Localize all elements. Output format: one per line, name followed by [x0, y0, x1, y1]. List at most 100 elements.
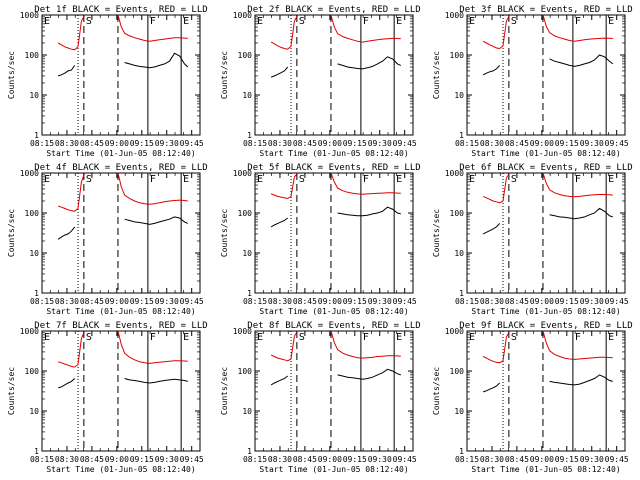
x-tick-label: 08:15 — [30, 297, 54, 306]
x-tick-label: 08:15 — [455, 139, 479, 148]
y-tick-label: 10 — [454, 407, 464, 416]
x-tick-label: 09:45 — [605, 297, 629, 306]
panel-3: 1 10 100 1000 08:15 08:30 08:45 09:00 09:15 09:30… — [432, 5, 633, 158]
event-marker-label: S — [299, 16, 305, 27]
event-marker-label: S — [86, 16, 92, 27]
y-tick-label: 100 — [238, 209, 253, 218]
x-tick-label: 09:15 — [555, 297, 579, 306]
x-tick-label: 09:30 — [368, 455, 392, 464]
y-tick-label: 100 — [25, 51, 40, 60]
y-tick-label: 100 — [450, 209, 465, 218]
x-tick-label: 08:45 — [505, 297, 529, 306]
y-tick-label: 100 — [450, 51, 465, 60]
events-series-line — [124, 378, 188, 384]
event-marker-label: E — [608, 332, 614, 343]
y-axis-label: Counts/sec — [432, 367, 441, 415]
event-marker-label: E — [183, 16, 189, 27]
panel-title: Det 3f BLACK = Events, RED = LLD — [459, 5, 632, 15]
x-tick-label: 08:30 — [55, 455, 79, 464]
x-tick-label: 08:30 — [55, 139, 79, 148]
x-tick-label: 09:45 — [393, 455, 417, 464]
x-tick-label: 09:00 — [318, 139, 342, 148]
event-marker-label: S — [86, 174, 92, 185]
y-tick-label: 10 — [454, 91, 464, 100]
event-marker-label: F — [363, 332, 369, 343]
event-marker-label: E — [257, 174, 263, 185]
x-tick-label: 08:45 — [293, 139, 317, 148]
event-marker-label: S — [299, 332, 305, 343]
event-marker-label: E — [257, 16, 263, 27]
y-tick-label: 1 — [34, 289, 39, 298]
event-marker-label: E — [608, 174, 614, 185]
y-axis-label: Counts/sec — [220, 209, 229, 257]
x-tick-label: 08:15 — [455, 297, 479, 306]
x-tick-label: 08:45 — [80, 297, 104, 306]
x-tick-label: 09:15 — [555, 455, 579, 464]
x-tick-label: 08:45 — [293, 297, 317, 306]
event-marker-label: E — [469, 16, 475, 27]
panel-title: Det 7f BLACK = Events, RED = LLD — [34, 321, 207, 331]
lld-series-line — [57, 14, 86, 51]
y-axis-label: Counts/sec — [432, 209, 441, 257]
event-marker-label: E — [44, 16, 50, 27]
panel-title: Det 5f BLACK = Events, RED = LLD — [247, 163, 420, 173]
panel-title: Det 8f BLACK = Events, RED = LLD — [247, 321, 420, 331]
panel-7: 1 10 100 1000 08:15 08:30 08:45 09:00 09:15 09:30… — [7, 321, 208, 474]
y-tick-label: 10 — [242, 91, 252, 100]
y-axis-label: Counts/sec — [7, 209, 16, 257]
panel-6: 1 10 100 1000 08:15 08:30 08:45 09:00 09:15 09:30… — [432, 163, 633, 316]
lld-series-line — [117, 330, 188, 364]
x-tick-label: 09:00 — [530, 455, 554, 464]
event-marker-label: F — [150, 16, 156, 27]
x-axis-label: Start Time (01-Jun-05 08:12:40) — [46, 465, 195, 474]
y-tick-label: 100 — [25, 209, 40, 218]
lld-series-line — [270, 172, 299, 200]
event-marker-label: E — [469, 332, 475, 343]
lld-series-line — [482, 172, 511, 204]
y-tick-label: 10 — [242, 249, 252, 258]
x-tick-label: 09:00 — [318, 297, 342, 306]
y-tick-label: 1000 — [445, 169, 464, 178]
y-axis-label: Counts/sec — [7, 51, 16, 99]
events-series-line — [57, 65, 76, 77]
y-tick-label: 100 — [25, 367, 40, 376]
panel-5: 1 10 100 1000 08:15 08:30 08:45 09:00 09:15 09:30… — [220, 163, 421, 316]
x-tick-label: 09:00 — [105, 139, 129, 148]
events-series-line — [57, 226, 76, 240]
event-marker-label: F — [575, 332, 581, 343]
x-tick-label: 08:30 — [268, 139, 292, 148]
x-tick-label: 09:45 — [180, 297, 204, 306]
events-series-line — [270, 375, 289, 386]
y-tick-label: 1 — [247, 131, 252, 140]
events-series-line — [57, 378, 76, 389]
lld-series-line — [117, 172, 188, 205]
event-marker-label: E — [44, 174, 50, 185]
x-tick-label: 08:30 — [55, 297, 79, 306]
x-tick-label: 09:30 — [155, 139, 179, 148]
panel-1: 1 10 100 1000 08:15 08:30 08:45 09:00 09:15 09:30… — [7, 5, 208, 158]
x-axis-label: Start Time (01-Jun-05 08:12:40) — [259, 149, 408, 158]
events-series-line — [549, 374, 613, 386]
event-marker-label: F — [150, 174, 156, 185]
x-axis-label: Start Time (01-Jun-05 08:12:40) — [471, 465, 620, 474]
y-tick-label: 10 — [454, 249, 464, 258]
event-marker-label: E — [183, 332, 189, 343]
lld-series-line — [330, 14, 401, 43]
x-tick-label: 08:30 — [480, 139, 504, 148]
y-tick-label: 1000 — [445, 327, 464, 336]
event-marker-label: E — [44, 332, 50, 343]
events-series-line — [549, 207, 613, 220]
x-tick-label: 09:00 — [105, 297, 129, 306]
x-tick-label: 08:15 — [455, 455, 479, 464]
event-marker-label: S — [299, 174, 305, 185]
y-tick-label: 1000 — [20, 327, 39, 336]
plot-frame — [41, 172, 201, 294]
event-marker-label: F — [575, 174, 581, 185]
events-series-line — [482, 65, 501, 76]
lld-series-line — [270, 330, 299, 362]
x-tick-label: 08:30 — [268, 455, 292, 464]
plot-frame — [254, 14, 414, 136]
x-tick-label: 09:15 — [555, 139, 579, 148]
x-tick-label: 09:45 — [605, 139, 629, 148]
y-axis-label: Counts/sec — [220, 367, 229, 415]
